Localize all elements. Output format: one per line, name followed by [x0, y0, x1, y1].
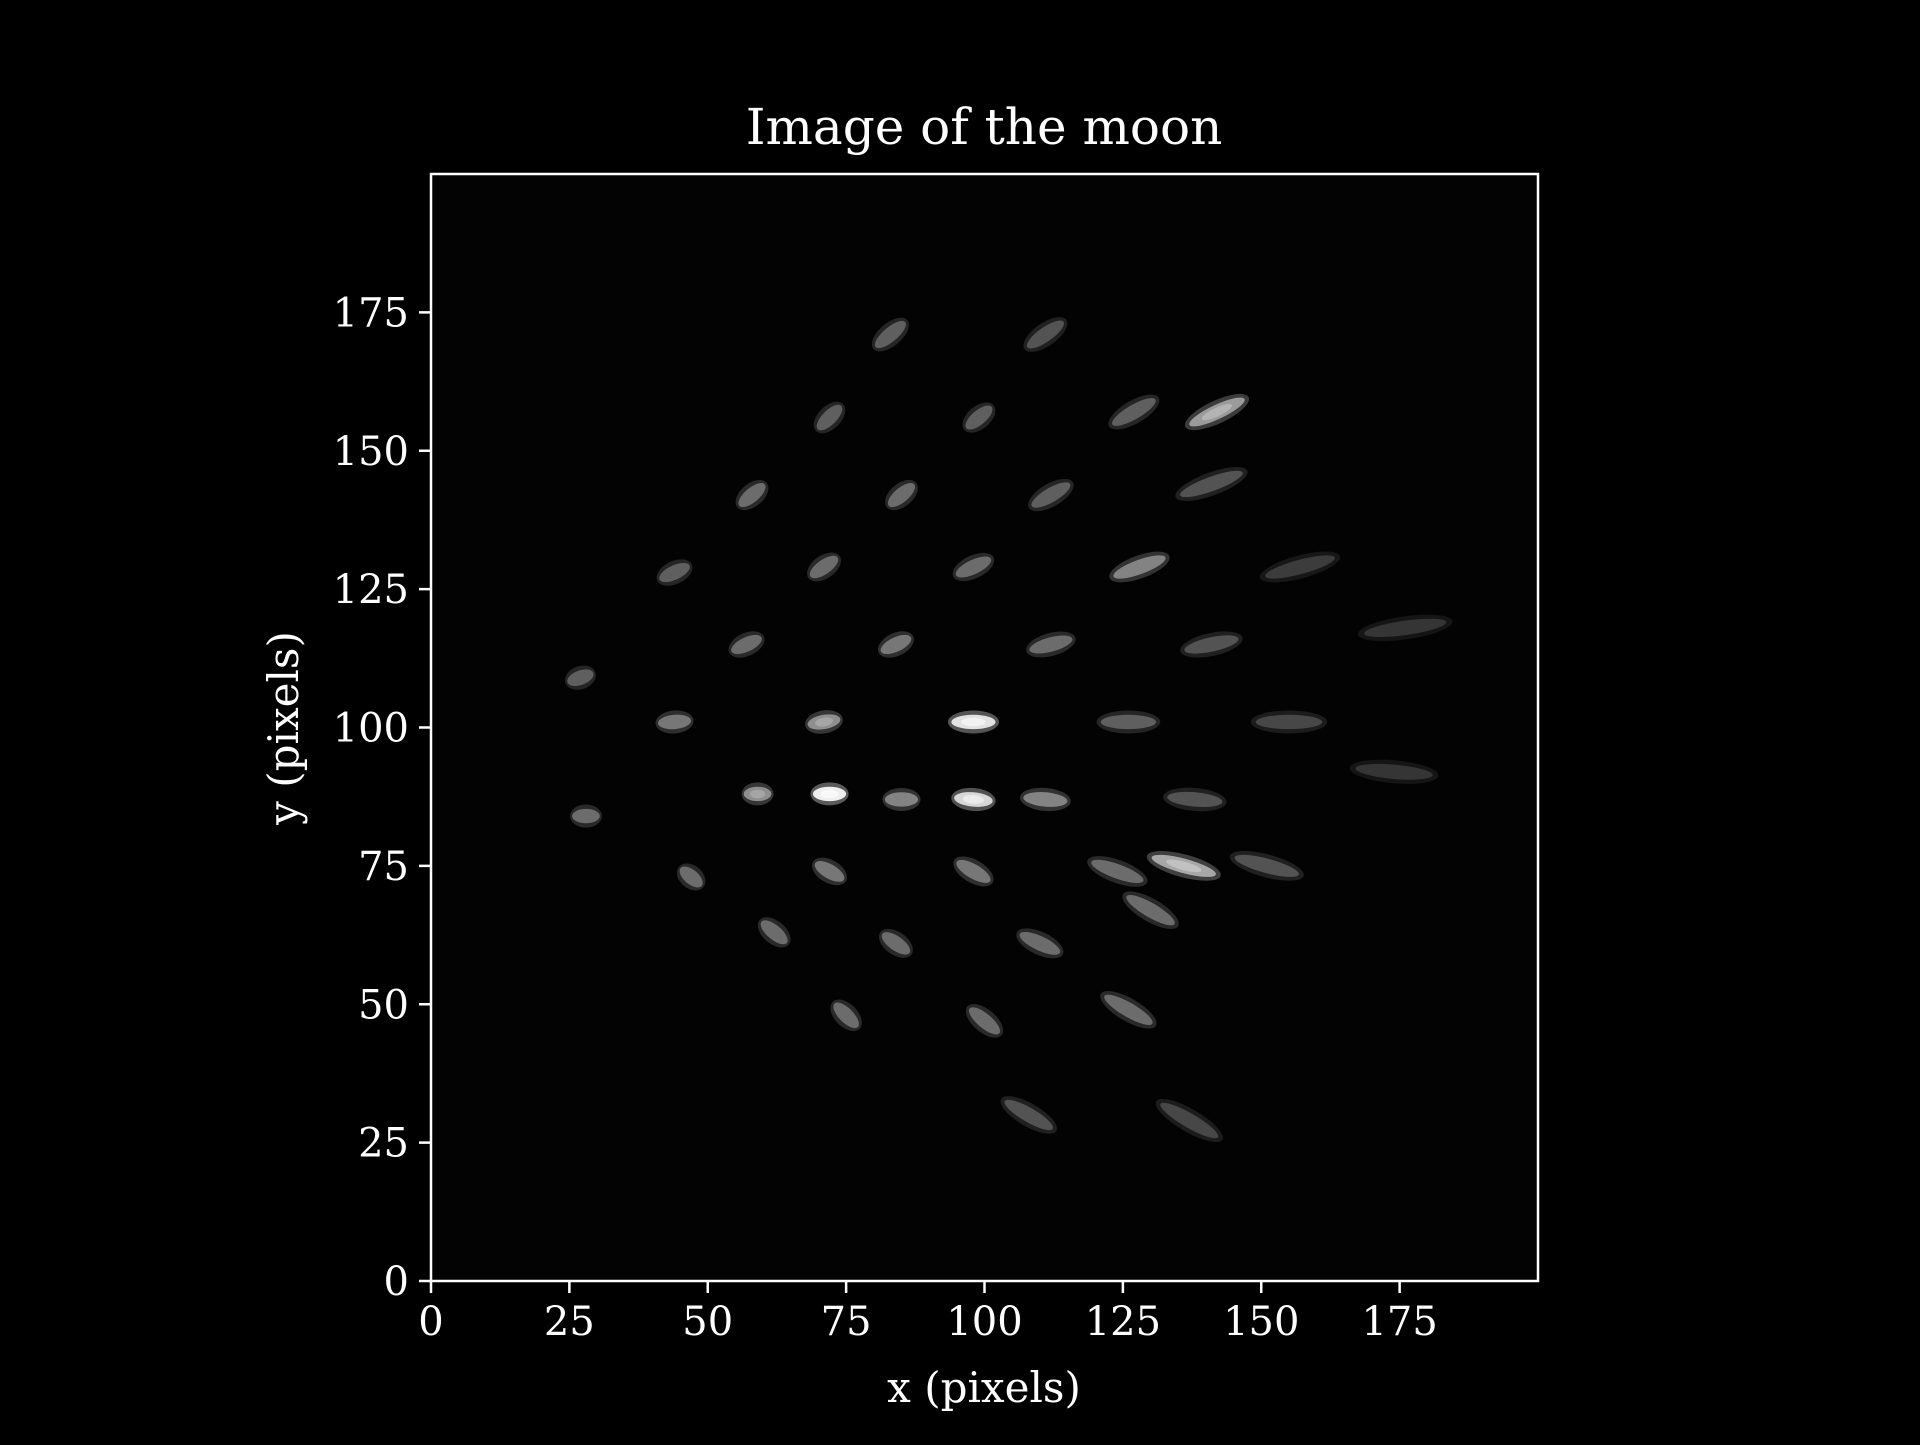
moon-spot: [1108, 394, 1160, 430]
x-tick-label: 100: [946, 1299, 1022, 1345]
moon-spot: [1155, 1098, 1223, 1143]
moon-spot: [1175, 466, 1248, 501]
moon-spot: [1087, 856, 1148, 887]
moon-spot: [812, 857, 848, 886]
moon-spot: [1100, 991, 1157, 1029]
y-axis-label: y (pixels): [259, 631, 308, 826]
moon-spot: [570, 804, 602, 828]
moon-spot: [728, 631, 765, 658]
moon-spot: [805, 710, 843, 734]
moon-spot: [1023, 317, 1068, 352]
x-axis: 0 25 50 75 100 125 150 175: [418, 1281, 1438, 1345]
moon-spot: [953, 856, 994, 887]
moon-spot: [807, 552, 841, 582]
x-tick-label: 50: [682, 1299, 733, 1345]
moon-spot: [1109, 551, 1170, 583]
moon-spot: [655, 710, 694, 734]
y-tick-label: 25: [358, 1121, 409, 1167]
y-axis: 0 25 50 75 100 125 150 175: [333, 290, 431, 1305]
y-tick-label: 50: [358, 982, 409, 1028]
moon-spot: [830, 999, 862, 1032]
moon-spot: [877, 631, 914, 658]
moon-spot: [757, 917, 791, 948]
moon-spot: [1184, 393, 1250, 431]
moon-spot: [962, 402, 996, 433]
moon-spot: [735, 479, 769, 511]
y-tick-label: 150: [333, 429, 409, 475]
moon-spot: [1229, 850, 1304, 881]
moon-spot: [1020, 787, 1071, 812]
x-tick-label: 25: [544, 1299, 595, 1345]
moon-spot: [965, 1004, 1004, 1038]
moon-spot: [1016, 928, 1064, 959]
y-tick-label: 125: [333, 567, 409, 613]
x-tick-label: 0: [418, 1299, 443, 1345]
moon-spot: [871, 317, 910, 352]
x-axis-label: x (pixels): [887, 1363, 1081, 1412]
x-tick-label: 175: [1361, 1299, 1437, 1345]
moon-spot: [810, 782, 849, 806]
moon-spot: [885, 479, 918, 511]
chart-title: Image of the moon: [746, 98, 1223, 156]
image-spots: [564, 317, 1453, 1143]
moon-spot: [947, 710, 999, 734]
moon-spot: [1349, 759, 1439, 784]
moon-spot: [564, 665, 596, 690]
moon-spot: [1163, 787, 1227, 812]
moon-spot: [1180, 631, 1243, 658]
x-tick-label: 150: [1223, 1299, 1299, 1345]
moon-spot: [878, 928, 913, 958]
moon-spot: [1096, 710, 1161, 734]
moon-spot: [882, 787, 921, 811]
moon-spot: [1146, 850, 1221, 881]
moon-spot: [656, 559, 693, 586]
x-tick-label: 125: [1085, 1299, 1161, 1345]
moon-spot: [1026, 631, 1076, 658]
moon-spot: [676, 863, 706, 891]
y-tick-label: 0: [384, 1259, 409, 1305]
moon-spot: [1259, 551, 1341, 583]
moon-spot: [952, 552, 995, 582]
moon-spot: [741, 782, 774, 806]
y-tick-label: 175: [333, 290, 409, 336]
moon-spot: [951, 787, 996, 812]
moon-spot: [1000, 1096, 1057, 1134]
x-tick-label: 75: [821, 1299, 872, 1345]
moon-spot: [1250, 710, 1328, 734]
y-tick-label: 75: [358, 844, 409, 890]
y-tick-label: 100: [333, 706, 409, 752]
moon-spot: [1028, 478, 1074, 512]
moon-spot: [813, 401, 846, 434]
moon-spot: [1122, 891, 1179, 929]
moon-spot: [1357, 614, 1453, 642]
